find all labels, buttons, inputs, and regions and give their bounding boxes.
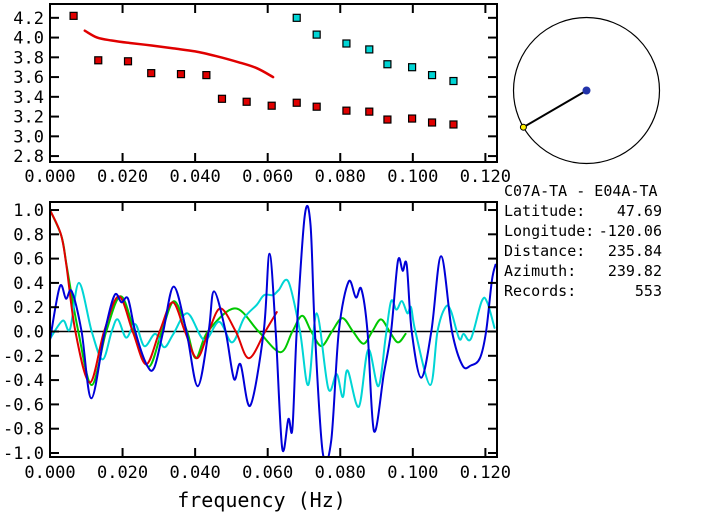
x-tick-label: 0.120 [460, 167, 511, 187]
y-tick-label: 4.0 [13, 29, 44, 49]
data-point-marker [383, 60, 392, 69]
data-point-marker [147, 69, 156, 78]
data-point-marker [242, 97, 251, 106]
distance-label: Distance: [504, 242, 586, 260]
latitude-value: 47.69 [616, 202, 662, 220]
x-tick-label: 0.040 [170, 463, 221, 483]
y-tick-label: -1.0 [3, 444, 44, 464]
y-tick-label: 3.0 [13, 127, 44, 147]
y-tick-label: 4.2 [13, 9, 44, 29]
records-value: 553 [634, 282, 662, 300]
data-point-marker [427, 70, 437, 80]
data-point-marker [312, 30, 321, 39]
records-label: Records: [504, 282, 577, 300]
data-point-marker [383, 115, 392, 124]
y-tick-label: -0.2 [3, 347, 44, 367]
info-row-azimuth: Azimuth: 239.82 [504, 261, 662, 281]
data-point-marker [365, 107, 374, 116]
azimuth-line [522, 89, 588, 129]
y-tick-label: 0.2 [13, 298, 44, 318]
x-tick-label: 0.000 [24, 463, 75, 483]
data-point-marker [427, 118, 437, 127]
data-point-marker [449, 120, 458, 129]
azimuth-label: Azimuth: [504, 262, 577, 280]
info-row-longitude: Longitude: -120.06 [504, 221, 662, 241]
center-station-dot [582, 86, 591, 95]
data-point-marker [292, 13, 301, 22]
x-tick-label: 0.100 [387, 463, 438, 483]
partner-station-dot [519, 123, 527, 131]
waveform-plot: 0.000 0.020 0.040 0.060 0.080 0.100 0.120 -1.0 -… [3, 201, 511, 512]
y-tick-label: 0.4 [13, 274, 44, 294]
data-point-marker [342, 39, 351, 48]
y-tick-label: 3.8 [13, 48, 44, 68]
data-point-marker [407, 114, 417, 123]
y-tick-label: 3.2 [13, 108, 44, 128]
red-velocity-picks [69, 11, 458, 129]
y-tick-label: 3.4 [13, 88, 44, 108]
data-point-marker [365, 45, 374, 54]
data-point-marker [69, 11, 78, 20]
x-axis-label: frequency (Hz) [177, 488, 346, 512]
x-tick-label: 0.060 [242, 463, 293, 483]
longitude-value: -120.06 [598, 222, 662, 240]
azimuth-circle-outline [512, 16, 661, 165]
x-tick-label: 0.080 [315, 463, 366, 483]
x-tick-label: 0.100 [387, 167, 438, 187]
azimuth-value: 239.82 [607, 262, 662, 280]
data-point-marker [202, 70, 211, 80]
station-pair-title: C07A-TA - E04A-TA [504, 182, 658, 200]
y-tick-label: -0.6 [3, 395, 44, 415]
data-point-marker [449, 76, 458, 86]
blue-trace [50, 204, 497, 457]
info-panel: C07A-TA - E04A-TA Latitude: 47.69 Longitu… [504, 181, 662, 301]
dispersion-plot: 0.000 0.020 0.040 0.060 0.080 0.100 0.1202.83.… [13, 3, 511, 187]
longitude-label: Longitude: [504, 222, 595, 240]
data-point-marker [176, 70, 186, 79]
cyan-trace [50, 278, 496, 408]
x-tick-label: 0.000 [24, 167, 75, 187]
data-point-marker [312, 102, 321, 111]
data-point-marker [292, 98, 301, 107]
y-tick-label: 0.8 [13, 225, 44, 245]
y-tick-label: 1.0 [13, 201, 44, 221]
data-point-marker [267, 101, 276, 110]
cyan-velocity-picks [292, 13, 458, 86]
y-tick-label: 0.6 [13, 250, 44, 270]
x-tick-label: 0.020 [97, 463, 148, 483]
x-tick-label: 0.080 [315, 167, 366, 187]
y-tick-label: -0.4 [3, 371, 44, 391]
y-tick-label: 2.8 [13, 147, 44, 167]
latitude-label: Latitude: [504, 202, 586, 220]
data-point-marker [123, 57, 133, 66]
distance-value: 235.84 [607, 242, 662, 260]
y-tick-label: 3.6 [13, 68, 44, 88]
x-tick-label: 0.020 [97, 167, 148, 187]
plot-frame [49, 201, 498, 458]
model-dispersion-curve [83, 29, 275, 79]
info-row-distance: Distance: 235.84 [504, 241, 662, 261]
plot-frame [49, 3, 498, 163]
x-tick-label: 0.040 [170, 167, 221, 187]
data-point-marker [217, 94, 227, 103]
info-row-latitude: Latitude: 47.69 [504, 201, 662, 221]
x-tick-label: 0.120 [460, 463, 511, 483]
info-row-records: Records: 553 [504, 281, 662, 301]
red-trace [50, 209, 278, 384]
data-point-marker [342, 106, 351, 115]
y-tick-label: -0.8 [3, 420, 44, 440]
data-point-marker [94, 56, 103, 65]
x-tick-label: 0.060 [242, 167, 293, 187]
azimuth-circle [512, 16, 661, 165]
data-point-marker [407, 63, 417, 72]
y-tick-label: 0.0 [13, 323, 44, 343]
